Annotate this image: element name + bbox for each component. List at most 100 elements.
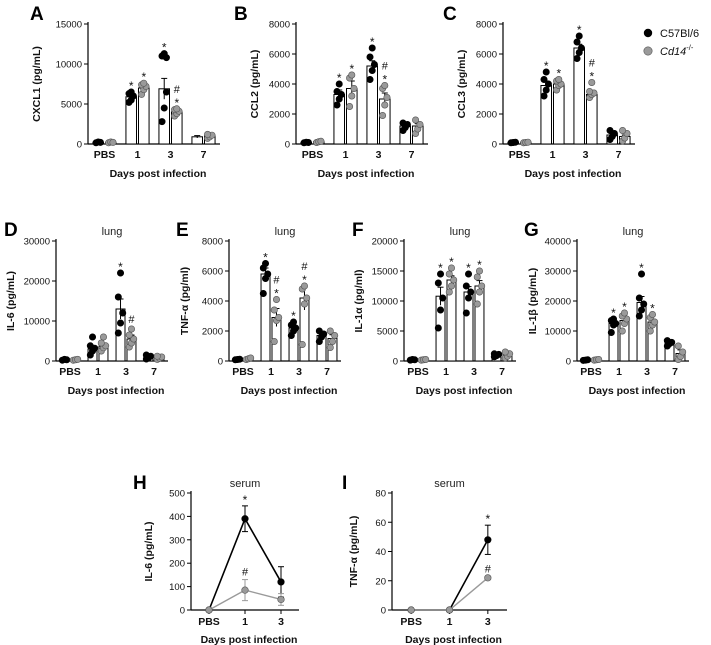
data-point	[300, 300, 308, 308]
data-point	[445, 606, 454, 614]
x-tick-label: 1	[616, 366, 622, 378]
data-point	[275, 313, 283, 321]
data-point	[524, 138, 532, 146]
data-point	[304, 139, 312, 147]
x-tick-label: 7	[672, 366, 678, 378]
x-tick-label: PBS	[509, 149, 531, 161]
data-point	[153, 352, 161, 360]
significance-star: *	[556, 67, 561, 81]
bar	[260, 273, 271, 362]
data-point	[96, 138, 104, 146]
data-point	[542, 68, 550, 76]
x-tick-label: 1	[135, 149, 141, 161]
data-point	[511, 138, 519, 146]
data-point	[447, 282, 455, 290]
panel-letter: H	[133, 473, 147, 494]
bar	[586, 94, 598, 145]
data-point	[140, 79, 148, 87]
panel-a: A 0 5000 10000 15000 CXCL1 (pg/mL) Days post i…	[30, 4, 220, 180]
y-tick-label: 2000	[269, 110, 290, 121]
x-tick-label: 3	[278, 616, 284, 628]
data-point	[379, 112, 387, 120]
hash-annotation: #	[382, 61, 389, 73]
x-axis-label: Days post infection	[241, 385, 338, 397]
data-point	[445, 270, 453, 278]
data-point	[610, 315, 618, 323]
x-tick-label: 3	[471, 366, 477, 378]
data-point	[544, 80, 552, 88]
y-tick-label: 5000	[377, 327, 398, 338]
data-point	[467, 288, 475, 296]
panel-letter: A	[30, 4, 44, 25]
data-point	[588, 79, 596, 87]
significance-star: *	[243, 493, 248, 507]
data-point	[586, 88, 594, 96]
significance-star: *	[174, 96, 179, 110]
y-tick-label: 0	[381, 606, 386, 617]
data-point	[173, 105, 181, 113]
x-tick-label: 1	[343, 149, 349, 161]
data-point	[640, 300, 648, 308]
significance-star: *	[544, 59, 549, 73]
data-point	[333, 88, 341, 96]
data-point	[117, 319, 125, 327]
significance-star: *	[302, 273, 307, 287]
data-point	[679, 348, 687, 356]
bar	[463, 291, 474, 362]
significance-star: *	[650, 302, 655, 316]
data-point	[241, 515, 249, 523]
y-tick-label: 80	[375, 489, 386, 500]
data-point	[381, 82, 389, 90]
x-tick-label: 1	[443, 366, 449, 378]
legend-label-c57bl6: C57Bl/6	[660, 28, 699, 40]
y-tick-label: 20000	[545, 297, 571, 308]
legend-marker-c57bl6	[643, 28, 653, 38]
y-axis-label: TNF-α (pg/ml)	[179, 267, 191, 335]
y-tick-label: 10000	[24, 317, 50, 328]
y-tick-label: 8000	[269, 20, 290, 31]
data-point	[595, 355, 603, 363]
data-point	[437, 306, 445, 314]
data-point	[501, 348, 509, 356]
legend-marker-cd14	[643, 46, 653, 56]
x-tick-label: 7	[324, 366, 330, 378]
data-point	[99, 333, 107, 341]
significance-star: *	[337, 71, 342, 85]
data-point	[450, 276, 458, 284]
y-tick-label: 300	[169, 535, 185, 546]
hash-annotation: #	[174, 84, 181, 96]
x-axis-label: Days post infection	[110, 168, 207, 180]
data-point	[264, 270, 272, 278]
data-point	[490, 350, 498, 358]
y-axis-label: TNF-α (pg/mL)	[348, 516, 360, 588]
y-axis-label: CCL3 (pg/mL)	[456, 50, 468, 119]
significance-star: *	[639, 261, 644, 275]
x-tick-label: PBS	[580, 366, 602, 378]
data-point	[540, 92, 548, 100]
data-point	[127, 88, 135, 96]
y-tick-label: 100	[169, 582, 185, 593]
hash-annotation: #	[589, 58, 596, 70]
data-point	[619, 127, 627, 135]
data-point	[635, 312, 643, 320]
y-tick-label: 40000	[545, 237, 571, 248]
data-point	[277, 578, 285, 586]
data-point	[473, 273, 481, 281]
data-point	[540, 76, 548, 84]
y-tick-label: 60	[375, 518, 386, 529]
y-tick-label: 40	[375, 547, 386, 558]
data-point	[86, 342, 94, 350]
data-point	[270, 337, 278, 345]
y-axis-label: CXCL1 (pg/mL)	[31, 46, 43, 122]
data-point	[290, 318, 298, 326]
x-tick-label: 3	[123, 366, 129, 378]
data-point	[462, 309, 470, 317]
y-tick-label: 10000	[545, 327, 571, 338]
x-tick-label: PBS	[302, 149, 324, 161]
x-tick-label: 1	[95, 366, 101, 378]
